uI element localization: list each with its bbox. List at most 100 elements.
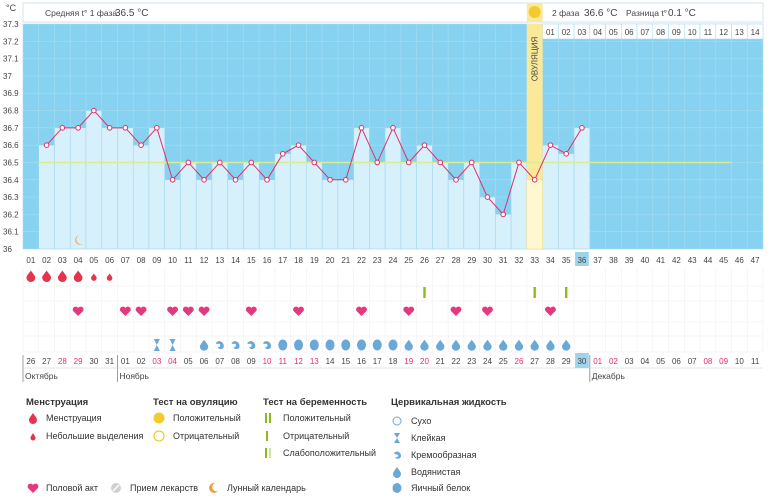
temperature-point <box>453 176 459 183</box>
cycle-day-label: 22 <box>357 256 366 265</box>
cm-eggwhite-marker <box>294 339 304 351</box>
menstruation-drop <box>73 270 83 283</box>
cycle-day-label: 16 <box>263 256 272 265</box>
phase1-value: 36.5 °C <box>115 8 148 19</box>
y-tick-label: 36.5 <box>3 158 19 167</box>
intercourse-heart <box>245 306 257 316</box>
temperature-point <box>264 176 270 183</box>
cycle-day-label: 21 <box>341 256 350 265</box>
cm-watery-marker <box>404 339 413 351</box>
cm-eggwhite-marker <box>357 339 367 351</box>
y-tick-label: 37.1 <box>3 55 19 64</box>
intercourse-heart <box>293 306 304 316</box>
calendar-date-label: 25 <box>499 357 508 366</box>
intercourse-heart <box>403 306 415 316</box>
phase2-day-label: 09 <box>672 28 681 37</box>
calendar-date-label: 29 <box>562 357 571 366</box>
cycle-day-label: 06 <box>105 256 114 265</box>
phase2-day-label: 05 <box>609 28 618 37</box>
y-tick-label: 36.6 <box>3 141 19 150</box>
temperature-point <box>201 176 207 183</box>
cm-sticky-marker <box>153 339 160 351</box>
temperature-point <box>579 125 585 131</box>
cm-eggwhite-marker <box>325 339 335 351</box>
temperature-point <box>59 125 66 131</box>
cycle-day-label: 31 <box>499 256 508 265</box>
temperature-bar <box>132 144 150 250</box>
current-date-highlight <box>575 353 589 368</box>
intercourse-heart <box>167 306 178 316</box>
temperature-bar <box>164 179 181 250</box>
cycle-day-label: 35 <box>562 256 571 265</box>
cm-creamy-marker <box>215 341 224 350</box>
temperature-point <box>421 142 428 148</box>
spotting-drop <box>106 273 113 281</box>
phase2-day-label: 11 <box>704 28 713 37</box>
temperature-bar <box>117 127 134 250</box>
temperature-bar <box>290 144 307 250</box>
calendar-date-label: 27 <box>42 357 51 366</box>
ovtest-bar <box>564 287 568 298</box>
cycle-day-label: 15 <box>247 256 256 265</box>
temperature-point <box>342 176 349 183</box>
temperature-bar <box>510 162 528 250</box>
cycle-day-label: 37 <box>593 256 602 265</box>
phase2-value: 36.6 °C <box>584 8 617 19</box>
menstruation-drop <box>57 270 67 283</box>
ovtest-bar <box>533 287 536 298</box>
temperature-point <box>516 159 522 166</box>
cycle-day-label: 09 <box>152 256 161 265</box>
temperature-bar <box>69 127 87 250</box>
calendar-date-label: 28 <box>58 357 67 366</box>
cm-watery-marker <box>451 339 461 351</box>
calendar-date-label: 06 <box>200 357 209 366</box>
calendar-date-label: 02 <box>137 357 146 366</box>
menstruation-drop <box>26 270 36 283</box>
cycle-day-label: 20 <box>326 256 335 265</box>
temperature-bar <box>180 162 197 250</box>
temperature-bar <box>227 179 244 250</box>
intercourse-heart <box>545 306 556 316</box>
cm-watery-marker <box>483 339 492 351</box>
calendar-date-label: 08 <box>231 357 240 366</box>
cycle-day-label: 10 <box>168 256 177 265</box>
intercourse-heart <box>135 306 147 316</box>
cycle-day-label: 07 <box>121 256 130 265</box>
phase2-day-label: 12 <box>719 28 728 37</box>
temperature-bar <box>101 127 118 250</box>
month-label: Ноябрь <box>119 371 149 381</box>
cm-creamy-marker <box>231 341 240 350</box>
temperature-bar <box>85 110 102 250</box>
temperature-point <box>563 151 569 157</box>
cycle-day-label: 32 <box>515 256 524 265</box>
cycle-day-label: 36 <box>577 256 586 265</box>
intercourse-heart <box>356 306 367 316</box>
diff-label: Разница t° <box>626 8 667 18</box>
calendar-date-label: 31 <box>105 357 114 366</box>
cycle-day-label: 08 <box>137 256 146 265</box>
y-tick-label: 37 <box>3 72 12 81</box>
calendar-date-label: 14 <box>326 357 335 366</box>
calendar-date-label: 28 <box>546 357 555 366</box>
temperature-point <box>374 159 381 166</box>
temperature-point <box>500 211 507 218</box>
temperature-bar <box>573 127 591 250</box>
phase2-day-label: 06 <box>625 28 634 37</box>
month-label: Декабрь <box>592 371 626 381</box>
temperature-bar <box>306 162 323 250</box>
calendar-date-label: 05 <box>184 357 193 366</box>
temperature-bar <box>432 162 449 250</box>
temperature-bar <box>258 179 276 250</box>
temperature-point <box>185 159 192 166</box>
temperature-bar <box>195 179 213 250</box>
intercourse-heart <box>198 306 210 316</box>
cycle-day-label: 33 <box>530 256 539 265</box>
calendar-date-label: 03 <box>152 357 161 366</box>
cycle-day-label: 46 <box>735 256 744 265</box>
cycle-day-label: 25 <box>404 256 413 265</box>
cycle-day-label: 12 <box>200 256 209 265</box>
cycle-day-label: 29 <box>467 256 476 265</box>
current-day-highlight <box>575 252 589 266</box>
temperature-point <box>75 125 81 131</box>
